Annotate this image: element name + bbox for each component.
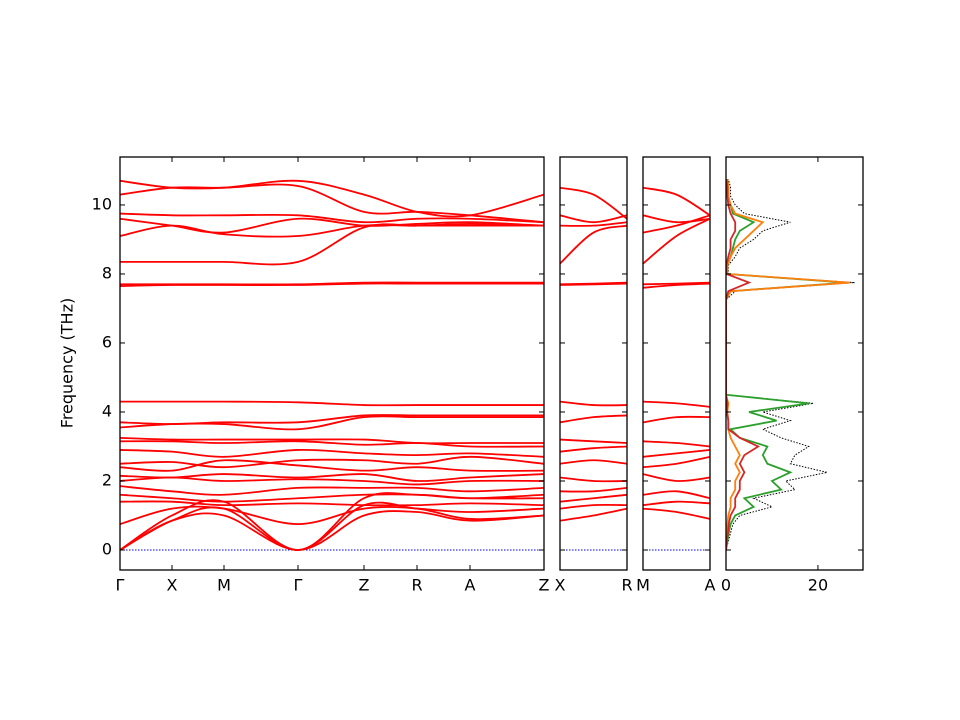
band: [120, 282, 544, 287]
band: [120, 400, 544, 407]
band: [560, 503, 627, 510]
y-tick-label: 6: [102, 332, 112, 351]
y-tick-label: 10: [92, 194, 112, 213]
x-tick-label: Z: [539, 576, 550, 595]
x-tick-label: X: [167, 576, 178, 595]
band: [120, 492, 544, 551]
band: [120, 415, 544, 431]
band: [643, 186, 710, 217]
dos-curve: [726, 178, 761, 551]
x-tick-label: Γ: [294, 576, 303, 595]
y-tick-label: 0: [102, 539, 112, 558]
x-tick-label: Z: [359, 576, 370, 595]
band: [120, 183, 544, 224]
band: [643, 449, 710, 458]
band: [643, 507, 710, 520]
band: [643, 415, 710, 424]
band: [643, 473, 710, 482]
x-tick-label: Γ: [116, 576, 125, 595]
panel-frame: [559, 156, 628, 571]
band: [120, 212, 544, 224]
panel-frame: [642, 156, 711, 571]
band: [560, 224, 627, 265]
x-tick-label: X: [555, 576, 566, 595]
band: [643, 490, 710, 500]
y-tick-label: 8: [102, 263, 112, 282]
plot-area: [726, 178, 855, 551]
band: [643, 217, 710, 265]
band: [560, 221, 627, 227]
band: [643, 214, 710, 234]
band: [120, 440, 544, 448]
band: [120, 485, 544, 496]
dos-curve: [726, 178, 846, 551]
band: [560, 507, 627, 522]
x-tick-label: R: [621, 576, 632, 595]
dos-curve: [726, 178, 851, 551]
x-tick-label: A: [705, 576, 716, 595]
band: [120, 500, 544, 507]
band: [120, 505, 544, 526]
y-axis-label: Frequency (THz): [58, 298, 77, 428]
band: [560, 414, 627, 424]
band: [643, 400, 710, 408]
band: [643, 282, 710, 289]
y-tick-label: 4: [102, 401, 112, 420]
band: [560, 493, 627, 503]
x-tick-label: M: [636, 576, 650, 595]
band: [643, 455, 710, 469]
band: [643, 500, 710, 507]
x-tick-label: 20: [808, 576, 828, 595]
band: [120, 436, 544, 445]
band: [643, 214, 710, 224]
band: [560, 438, 627, 444]
band: [643, 440, 710, 448]
band: [120, 448, 544, 458]
band: [560, 445, 627, 453]
band: [560, 476, 627, 483]
band: [120, 223, 544, 238]
band: [560, 459, 627, 465]
band: [120, 459, 544, 472]
x-tick-label: R: [411, 576, 422, 595]
band: [560, 486, 627, 493]
band: [120, 455, 544, 469]
band: [643, 281, 710, 286]
band: [120, 510, 544, 551]
x-tick-label: A: [465, 576, 476, 595]
band: [120, 223, 544, 266]
x-tick-label: 0: [721, 576, 731, 595]
band: [120, 501, 544, 551]
plot-area: [643, 186, 710, 551]
band: [560, 214, 627, 224]
band: [120, 476, 544, 486]
x-tick-label: M: [217, 576, 231, 595]
band: [560, 186, 627, 220]
plot-area: [560, 186, 627, 551]
dos-curve: [726, 178, 855, 551]
plot-area: [120, 179, 544, 551]
panel-frame: [725, 156, 864, 571]
panel-frame: [119, 156, 545, 571]
y-tick-label: 2: [102, 470, 112, 489]
band: [560, 400, 627, 407]
band: [560, 282, 627, 286]
